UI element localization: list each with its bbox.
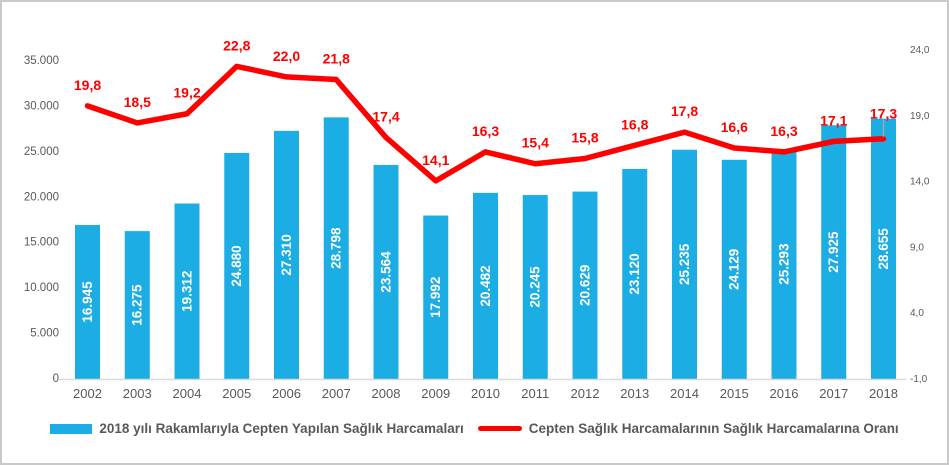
left-axis-tick-label: 35.000 bbox=[24, 55, 59, 67]
left-axis-tick-label: 10.000 bbox=[24, 282, 59, 294]
x-axis-category-label: 2004 bbox=[173, 386, 202, 401]
x-axis-category-label: 2014 bbox=[670, 386, 699, 401]
bar-value-label-2009: 17.992 bbox=[428, 277, 443, 318]
line-value-label-2002: 19,8 bbox=[74, 77, 101, 93]
left-axis-tick-label: 0 bbox=[53, 373, 59, 385]
left-axis-tick-label: 30.000 bbox=[24, 100, 59, 112]
x-axis-category-label: 2005 bbox=[222, 386, 251, 401]
line-value-label-2013: 16,8 bbox=[621, 116, 648, 132]
bar-value-label-2004: 19.312 bbox=[180, 271, 195, 312]
line-value-label-2014: 17,8 bbox=[671, 103, 698, 119]
left-axis-tick-label: 15.000 bbox=[24, 237, 59, 249]
bar-2016 bbox=[771, 149, 797, 379]
legend: 2018 yılı Rakamlarıyla Cepten Yapılan Sa… bbox=[2, 421, 947, 436]
axes: 0 5.000 10.000 15.000 20.000 25.000 30.000 35.0… bbox=[24, 45, 930, 401]
x-axis-category-label: 2003 bbox=[123, 386, 152, 401]
x-axis-category-label: 2011 bbox=[521, 386, 549, 401]
bar-2004 bbox=[174, 203, 200, 379]
bar-value-label-2016: 25.293 bbox=[777, 243, 792, 285]
line-series-path bbox=[84, 63, 887, 184]
bar-2002 bbox=[75, 225, 100, 379]
line-value-label-2007: 21,8 bbox=[323, 51, 350, 67]
line-value-labels: 19,8 18,5 19,2 22,8 22,0 21,8 17,4 14,1 16,3 15,4… bbox=[74, 37, 897, 167]
bar-series-swatch-icon bbox=[50, 423, 93, 434]
line-series bbox=[84, 63, 887, 184]
bar-value-label-2008: 23.564 bbox=[379, 251, 394, 293]
bar-2007 bbox=[323, 117, 349, 379]
bar-series bbox=[75, 117, 896, 379]
left-axis-tick-label: 20.000 bbox=[24, 191, 59, 203]
bar-2005 bbox=[224, 152, 250, 379]
line-value-label-2012: 15,8 bbox=[571, 129, 598, 145]
line-value-label-2005: 22,8 bbox=[223, 37, 250, 53]
bar-value-label-2014: 25.235 bbox=[677, 243, 692, 285]
bar-2006 bbox=[274, 130, 299, 379]
right-axis-tick-label: 9,0 bbox=[910, 242, 924, 253]
bar-2003 bbox=[124, 231, 150, 379]
x-axis-category-label: 2016 bbox=[770, 386, 799, 401]
bar-2014 bbox=[672, 149, 697, 379]
x-axis-category-label: 2008 bbox=[372, 386, 401, 401]
bar-value-label-2017: 27.925 bbox=[826, 231, 841, 273]
line-value-label-2018: 17,3 bbox=[870, 106, 897, 122]
right-axis-tick-label: 4,0 bbox=[910, 308, 924, 319]
line-series-swatch-icon bbox=[477, 426, 522, 431]
bar-2018 bbox=[871, 118, 896, 379]
line-value-label-2009: 14,1 bbox=[422, 152, 449, 168]
x-axis-category-label: 2007 bbox=[322, 386, 351, 401]
line-value-label-2006: 22,0 bbox=[273, 48, 300, 64]
bar-value-label-2006: 27.310 bbox=[279, 234, 294, 275]
bar-value-label-2002: 16.945 bbox=[80, 281, 95, 323]
bar-series-legend-label: 2018 yılı Rakamlarıyla Cepten Yapılan Sa… bbox=[99, 421, 464, 436]
bar-value-labels: 16.945 16.275 19.312 24.880 27.310 28.798 23.5… bbox=[80, 227, 891, 326]
bar-value-label-2003: 16.275 bbox=[130, 284, 145, 326]
left-axis-tick-label: 5.000 bbox=[30, 328, 59, 340]
line-value-label-2003: 18,5 bbox=[124, 94, 151, 110]
x-axis-category-label: 2010 bbox=[471, 386, 500, 401]
x-axis-category-label: 2012 bbox=[571, 386, 600, 401]
right-axis-tick-label: 14,0 bbox=[910, 177, 930, 188]
bar-2009 bbox=[423, 215, 449, 379]
right-axis-tick-label: -1,0 bbox=[910, 374, 928, 385]
line-value-label-2011: 15,4 bbox=[522, 135, 549, 151]
x-axis-category-label: 2002 bbox=[73, 386, 102, 401]
line-value-label-2010: 16,3 bbox=[472, 123, 499, 139]
line-value-label-2004: 19,2 bbox=[173, 85, 200, 101]
bar-2012 bbox=[572, 191, 598, 379]
bar-2017 bbox=[821, 125, 847, 379]
bar-value-label-2007: 28.798 bbox=[329, 227, 344, 269]
bar-2015 bbox=[721, 159, 747, 379]
bar-value-label-2005: 24.880 bbox=[229, 245, 244, 286]
x-axis-category-label: 2015 bbox=[720, 386, 749, 401]
x-axis-category-label: 2013 bbox=[620, 386, 649, 401]
right-axis-tick-label: 19,0 bbox=[910, 111, 930, 122]
bar-value-label-2012: 20.629 bbox=[578, 265, 593, 306]
bar-value-label-2011: 20.245 bbox=[528, 266, 543, 308]
bar-2010 bbox=[473, 192, 498, 379]
bar-value-label-2013: 23.120 bbox=[627, 253, 642, 294]
right-axis-tick-label: 24,0 bbox=[910, 45, 930, 56]
x-axis-category-label: 2017 bbox=[819, 386, 848, 401]
bar-value-label-2018: 28.655 bbox=[876, 228, 891, 270]
bar-2008 bbox=[373, 164, 399, 379]
bar-2011 bbox=[522, 195, 548, 379]
legend-item-line-series: Cepten Sağlık Harcamalarının Sağlık Harc… bbox=[477, 421, 899, 436]
x-axis-category-label: 2018 bbox=[869, 386, 898, 401]
line-value-label-2017: 17,1 bbox=[820, 112, 847, 128]
left-axis-tick-label: 25.000 bbox=[24, 146, 59, 158]
line-value-label-2015: 16,6 bbox=[721, 119, 748, 135]
x-axis-category-label: 2009 bbox=[421, 386, 450, 401]
bar-value-label-2010: 20.482 bbox=[478, 265, 493, 306]
bar-2013 bbox=[622, 168, 648, 379]
x-axis-category-label: 2006 bbox=[272, 386, 301, 401]
legend-item-bar-series: 2018 yılı Rakamlarıyla Cepten Yapılan Sa… bbox=[50, 421, 464, 436]
line-value-label-2016: 16,3 bbox=[770, 123, 797, 139]
line-series-legend-label: Cepten Sağlık Harcamalarının Sağlık Harc… bbox=[528, 421, 899, 436]
bar-value-label-2015: 24.129 bbox=[727, 249, 742, 290]
line-value-label-2008: 17,4 bbox=[372, 108, 399, 124]
